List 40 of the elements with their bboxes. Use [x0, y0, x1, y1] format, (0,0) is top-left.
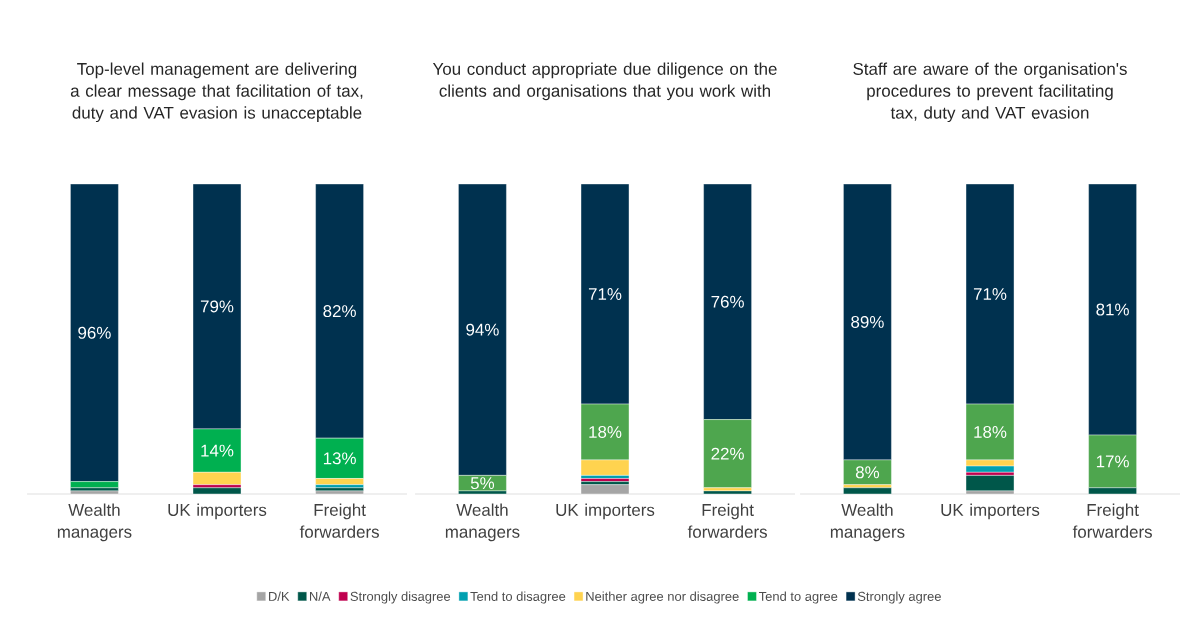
data-label: 18% [589, 425, 622, 438]
legend-label: N/A [310, 591, 331, 601]
x-tick-label: Wealth managers [445, 503, 520, 542]
chart-title: Top-level management are delivering a clear message that facilitation of tax, duty and VAT evasion is unacceptable [70, 62, 363, 123]
legend-label: Neither agree nor disagree [586, 591, 739, 604]
data-label: 76% [711, 295, 744, 308]
data-label: 5% [470, 477, 495, 490]
data-label: 8% [855, 466, 880, 479]
chart-title: Staff are aware of the organisation's procedures to prevent facilitating tax, duty and VAT evasion [853, 62, 1127, 123]
x-tick-label: UK importers [556, 503, 655, 520]
chart-title: You conduct appropriate due diligence on the clients and organisations that you work with [432, 62, 777, 101]
x-tick-label: UK importers [168, 503, 267, 520]
x-tick-label: Freight forwarders [299, 503, 379, 538]
data-label: 82% [323, 305, 356, 318]
bar [843, 487, 892, 495]
legend-label: Tend to agree [758, 591, 838, 604]
data-label: 14% [201, 444, 234, 457]
legend-label: Strongly disagree [350, 591, 451, 604]
data-label: 71% [973, 288, 1007, 300]
data-label: 13% [323, 452, 356, 465]
bar [965, 475, 1015, 492]
data-label: 17% [1096, 455, 1129, 468]
data-label: 18% [974, 425, 1007, 438]
data-label: 71% [588, 288, 622, 300]
legend-label: D/K [269, 591, 290, 601]
x-tick-label: UK importers [941, 503, 1040, 520]
data-label: 89% [851, 315, 884, 328]
legend-label: Tend to disagree [470, 591, 566, 604]
data-label: 94% [466, 323, 499, 336]
x-tick-label: Freight forwarders [1072, 503, 1152, 538]
x-tick-label: Freight forwarders [687, 503, 767, 538]
legend-label: Strongly agree [857, 591, 941, 604]
data-label: 81% [1096, 303, 1129, 316]
x-tick-label: Wealth managers [57, 503, 132, 542]
x-tick-label: Wealth managers [830, 503, 905, 542]
data-label: 22% [711, 447, 744, 460]
bar [580, 484, 630, 495]
data-label: 79% [200, 300, 234, 313]
bar [192, 487, 242, 495]
data-label: 96% [78, 326, 111, 339]
